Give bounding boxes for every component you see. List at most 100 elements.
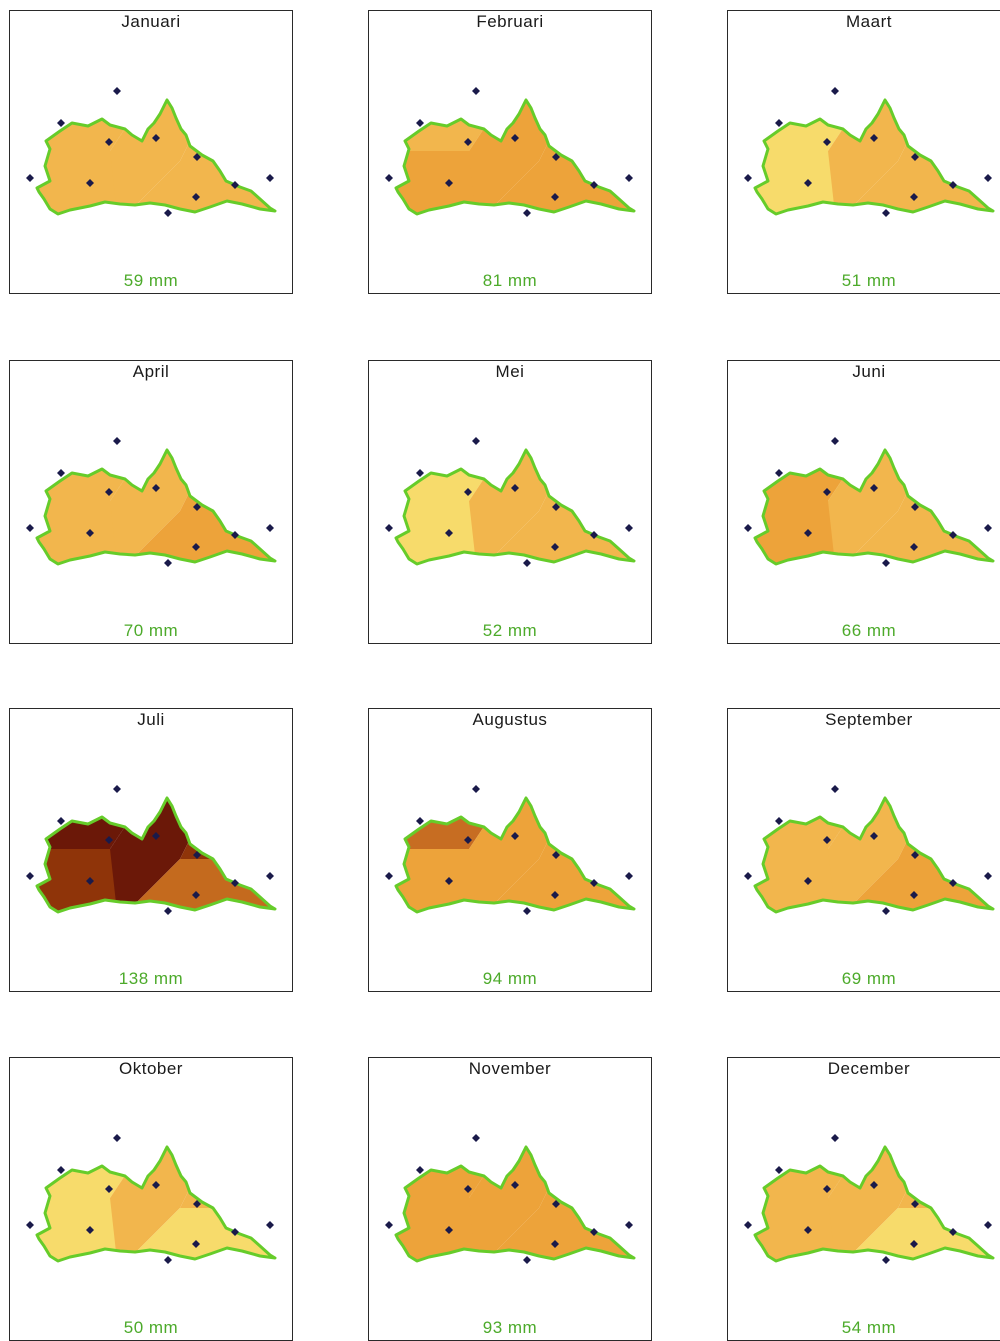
precipitation-value: 94 mm (482, 969, 538, 988)
station-marker (911, 153, 919, 161)
station-marker (511, 484, 519, 492)
station-marker (192, 891, 200, 899)
station-marker (744, 524, 752, 532)
basin-map (385, 1134, 636, 1264)
station-marker (775, 817, 783, 825)
station-marker (831, 437, 839, 445)
station-marker (949, 181, 957, 189)
station-marker (984, 872, 992, 880)
basin-map (385, 437, 636, 567)
station-marker (984, 174, 992, 182)
precipitation-value: 50 mm (123, 1318, 179, 1337)
station-marker (113, 437, 121, 445)
station-marker (511, 832, 519, 840)
precipitation-value: 69 mm (841, 969, 897, 988)
station-marker (523, 209, 531, 217)
station-marker (26, 524, 34, 532)
precip-zone-ne (180, 798, 275, 859)
station-marker (164, 1256, 172, 1264)
basin-boundary (394, 796, 636, 914)
station-marker (744, 872, 752, 880)
precip-zone-ne (539, 100, 634, 161)
station-marker (949, 1228, 957, 1236)
station-marker (57, 1166, 65, 1174)
basin-map (744, 437, 995, 567)
month-title: Maart (846, 12, 892, 31)
station-marker (464, 1185, 472, 1193)
station-marker (804, 877, 812, 885)
station-marker (744, 174, 752, 182)
station-marker (552, 503, 560, 511)
station-marker (193, 153, 201, 161)
station-marker (26, 872, 34, 880)
station-marker (105, 138, 113, 146)
precipitation-value: 70 mm (123, 621, 179, 640)
station-marker (416, 119, 424, 127)
station-marker (870, 1181, 878, 1189)
map-panel-mei: Mei 52 mm (368, 360, 652, 644)
precipitation-value: 52 mm (482, 621, 538, 640)
station-marker (152, 134, 160, 142)
precip-zone-nw (755, 1147, 848, 1198)
station-marker (464, 138, 472, 146)
station-marker (590, 879, 598, 887)
station-marker (231, 879, 239, 887)
basin-boundary (35, 796, 277, 914)
station-marker (949, 531, 957, 539)
basin-boundary (753, 448, 995, 566)
basin-map (744, 1134, 995, 1264)
station-marker (266, 524, 274, 532)
station-marker (266, 1221, 274, 1229)
station-marker (86, 529, 94, 537)
precip-zone-ne (898, 1147, 993, 1208)
precip-zone-ne (180, 1147, 275, 1208)
precip-zone-nw (37, 450, 130, 501)
precipitation-value: 81 mm (482, 271, 538, 290)
station-marker (464, 836, 472, 844)
precip-zone-ne (180, 100, 275, 161)
station-marker (445, 529, 453, 537)
station-marker (113, 1134, 121, 1142)
station-marker (984, 524, 992, 532)
precipitation-value: 51 mm (841, 271, 897, 290)
precip-zone-nw (396, 100, 489, 151)
map-panel-januari: Januari 59 mm (9, 10, 293, 294)
station-marker (551, 193, 559, 201)
station-marker (472, 1134, 480, 1142)
precip-zone-ne (539, 450, 634, 511)
station-marker (911, 851, 919, 859)
station-marker (472, 87, 480, 95)
precipitation-value: 66 mm (841, 621, 897, 640)
month-title: Mei (495, 362, 525, 381)
precipitation-value: 138 mm (118, 969, 184, 988)
station-marker (192, 1240, 200, 1248)
station-marker (882, 907, 890, 915)
station-marker (882, 559, 890, 567)
precip-zone-nw (37, 798, 130, 849)
station-marker (193, 503, 201, 511)
month-title: September (825, 710, 913, 729)
station-marker (416, 1166, 424, 1174)
month-title: November (468, 1059, 552, 1078)
basin-boundary (394, 448, 636, 566)
precip-zone-nw (396, 450, 489, 501)
station-marker (523, 559, 531, 567)
station-marker (870, 484, 878, 492)
basin-boundary (35, 98, 277, 216)
station-marker (910, 1240, 918, 1248)
station-marker (625, 524, 633, 532)
station-marker (472, 785, 480, 793)
station-marker (266, 174, 274, 182)
station-marker (164, 907, 172, 915)
station-marker (552, 851, 560, 859)
map-panel-oktober: Oktober 50 mm (9, 1057, 293, 1341)
station-marker (823, 138, 831, 146)
precip-zone-nw (755, 798, 848, 849)
basin-boundary (35, 448, 277, 566)
station-marker (910, 543, 918, 551)
basin-boundary (753, 98, 995, 216)
precipitation-value: 93 mm (482, 1318, 538, 1337)
station-marker (105, 488, 113, 496)
station-marker (86, 179, 94, 187)
basin-map (26, 785, 277, 915)
